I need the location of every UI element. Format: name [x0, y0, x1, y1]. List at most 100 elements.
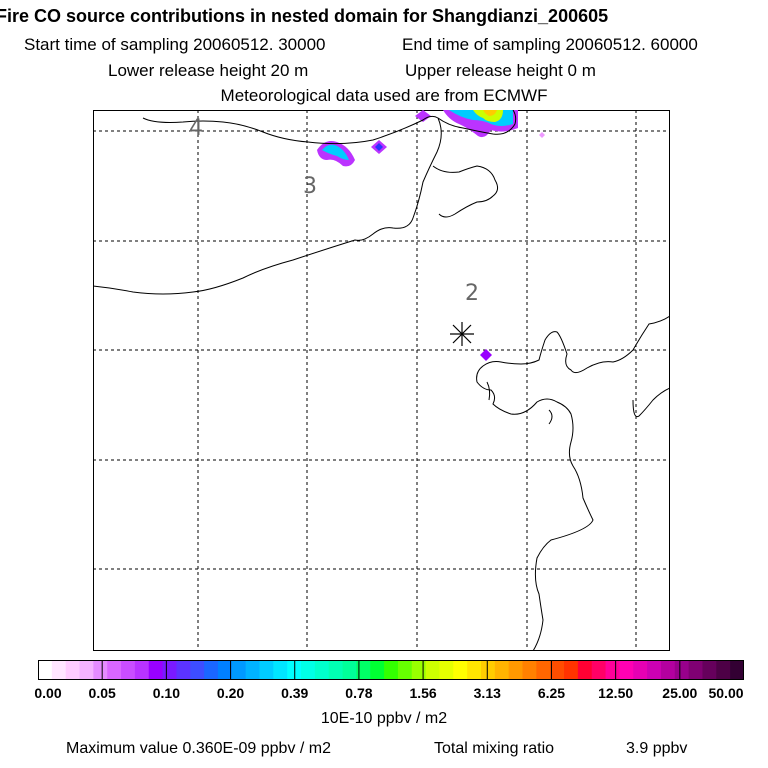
map-label-4: 4	[189, 116, 203, 141]
start-time-label: Start time of sampling 20060512. 30000	[24, 35, 326, 54]
colorbar-tick-label: 0.10	[152, 685, 180, 701]
colorbar-cell	[660, 660, 676, 680]
coastline-segment	[632, 387, 671, 418]
colorbar-cell	[121, 660, 136, 680]
colorbar-cell	[231, 660, 247, 680]
colorbar-cell	[467, 660, 482, 680]
total-mixing-value: 3.9 ppbv	[626, 740, 688, 757]
map-labels: 4 3 2	[189, 116, 479, 306]
plume-blob	[483, 110, 497, 116]
plume-blob	[539, 132, 545, 138]
asterisk-stroke	[452, 324, 472, 344]
coastline-segment	[476, 315, 671, 652]
colorbar	[38, 660, 745, 680]
colorbar-cell	[356, 660, 371, 680]
colorbar-cell	[411, 660, 427, 680]
max-value-label: Maximum value 0.360E-09 ppbv / m2	[66, 740, 332, 757]
coastline	[92, 109, 671, 652]
map-label-3: 3	[303, 174, 317, 199]
colorbar-cell	[480, 660, 496, 680]
colorbar-cell	[79, 660, 94, 680]
colorbar-tick-label: 6.25	[537, 685, 566, 701]
colorbar-tick-label: 0.39	[281, 685, 309, 701]
plume-blob	[375, 143, 383, 151]
colorbar-cell	[674, 660, 690, 680]
colorbar-cell	[190, 660, 205, 680]
total-mixing-label: Total mixing ratio	[434, 740, 555, 757]
colorbar-cell	[702, 660, 717, 680]
colorbar-cell	[134, 660, 150, 680]
upper-release-label: Upper release height 0 m	[405, 61, 596, 80]
colorbar-frame	[38, 660, 744, 680]
colorbar-cell	[647, 660, 662, 680]
colorbar-cell	[107, 660, 122, 680]
colorbar-cell	[633, 660, 648, 680]
colorbar-svg	[38, 660, 745, 680]
colorbar-cell	[148, 660, 164, 680]
colorbar-cell	[439, 660, 454, 680]
map-svg: 4 3 2	[92, 109, 671, 652]
colorbar-cell	[605, 660, 621, 680]
colorbar-tick-label: 0.20	[216, 685, 245, 701]
colorbar-cell	[314, 660, 330, 680]
plume-blob	[473, 110, 503, 122]
colorbar-units: 10E-10 ppbv / m2	[320, 710, 448, 727]
map-frame	[93, 110, 670, 651]
coastline-segment	[432, 165, 499, 218]
colorbar-cell	[370, 660, 385, 680]
colorbar-cell	[342, 660, 357, 680]
colorbar-cell	[204, 660, 219, 680]
coastline-segment	[92, 117, 442, 295]
colorbar-cell	[93, 660, 108, 680]
colorbar-tick-label: 0.05	[88, 685, 116, 701]
coastline-segment	[142, 115, 439, 145]
colorbar-cell	[688, 660, 704, 680]
plume-blob	[415, 110, 431, 122]
colorbar-cell	[259, 660, 274, 680]
met-data-label: Meteorological data used are from ECMWF	[220, 86, 548, 105]
colorbar-cell	[522, 660, 537, 680]
sampling-time-row: Start time of sampling 20060512. 30000 E…	[0, 35, 768, 55]
colorbar-cell	[245, 660, 261, 680]
colorbar-cell	[619, 660, 634, 680]
plume-blobs	[317, 110, 545, 361]
plot-title: Fire CO source contributions in nested d…	[0, 6, 609, 26]
colorbar-cell	[577, 660, 593, 680]
lower-release-label: Lower release height 20 m	[108, 61, 309, 80]
colorbar-cell	[301, 660, 316, 680]
colorbar-tick-label: 0.78	[345, 685, 373, 701]
colorbar-cell	[162, 660, 178, 680]
colorbar-cell	[38, 660, 53, 680]
colorbar-cell	[217, 660, 233, 680]
coastline-segment	[548, 409, 553, 425]
map-panel: 4 3 2	[92, 109, 671, 652]
release-height-row: Lower release height 20 m Upper release …	[0, 61, 768, 81]
colorbar-cell	[591, 660, 607, 680]
colorbar-tick-label: 50.00	[708, 685, 744, 701]
colorbar-cells	[38, 660, 745, 680]
colorbar-cell	[730, 660, 745, 680]
colorbar-tick-label: 25.00	[662, 685, 698, 701]
coastline-segment	[486, 381, 491, 401]
colorbar-cell	[716, 660, 731, 680]
colorbar-cell	[494, 660, 510, 680]
colorbar-cell	[508, 660, 524, 680]
colorbar-tick-label: 12.50	[598, 685, 634, 701]
colorbar-cell	[536, 660, 551, 680]
grid-lines	[93, 110, 670, 651]
colorbar-cell	[425, 660, 441, 680]
colorbar-cell	[176, 660, 191, 680]
colorbar-cell	[453, 660, 468, 680]
colorbar-cell	[273, 660, 288, 680]
colorbar-tick-label: 1.56	[409, 685, 437, 701]
colorbar-tick-label: 0.00	[34, 685, 62, 701]
colorbar-dividers	[101, 660, 681, 680]
coastline-segment	[437, 109, 517, 135]
release-site-asterisk	[450, 322, 474, 346]
colorbar-cell	[384, 660, 399, 680]
colorbar-cell	[397, 660, 413, 680]
colorbar-cell	[65, 660, 81, 680]
colorbar-cell	[328, 660, 344, 680]
map-label-2: 2	[465, 281, 479, 306]
colorbar-cell	[550, 660, 565, 680]
